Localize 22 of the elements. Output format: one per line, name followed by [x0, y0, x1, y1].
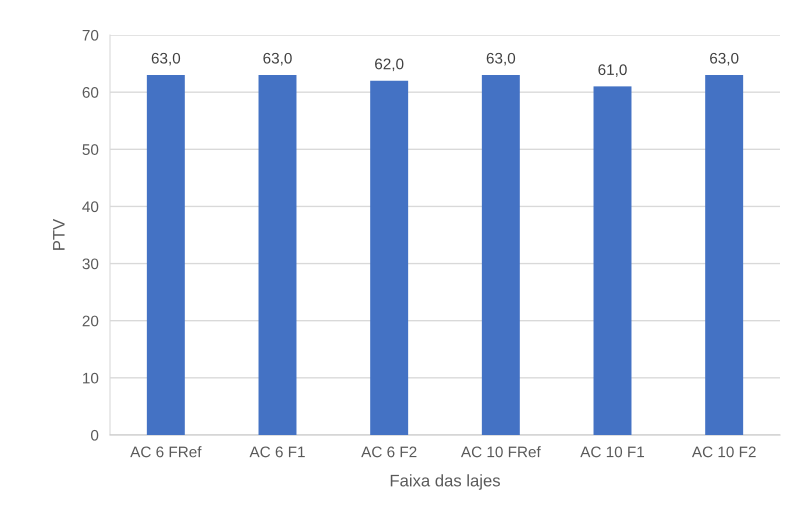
y-tick-label: 60 — [82, 87, 98, 98]
data-label: 62,0 — [375, 58, 404, 72]
data-label: 63,0 — [486, 52, 516, 66]
y-tick-label: 20 — [82, 316, 98, 326]
y-tick-label: 30 — [82, 258, 98, 270]
y-tick-label: 70 — [82, 30, 98, 41]
y-tick-label: 0 — [90, 430, 98, 441]
x-tick-label: AC 10 FRef — [460, 446, 541, 458]
y-axis-title: PTV — [53, 218, 65, 250]
x-axis-title: Faixa das lajes — [390, 474, 500, 490]
y-tick-label: 10 — [83, 372, 98, 384]
data-label: 63,0 — [710, 52, 738, 66]
data-label: 63,0 — [152, 52, 180, 66]
x-tick-label: AC 6 F1 — [250, 446, 305, 458]
x-tick-label: AC 10 F1 — [580, 446, 644, 458]
y-tick-label: 40 — [82, 201, 98, 212]
data-label: 61,0 — [598, 64, 627, 77]
x-tick-label: AC 6 F2 — [361, 446, 416, 458]
x-tick-label: AC 10 F2 — [692, 446, 756, 458]
y-tick-label: 50 — [82, 144, 98, 155]
x-tick-label: AC 6 FRef — [130, 446, 202, 458]
data-label: 63,0 — [263, 52, 292, 66]
